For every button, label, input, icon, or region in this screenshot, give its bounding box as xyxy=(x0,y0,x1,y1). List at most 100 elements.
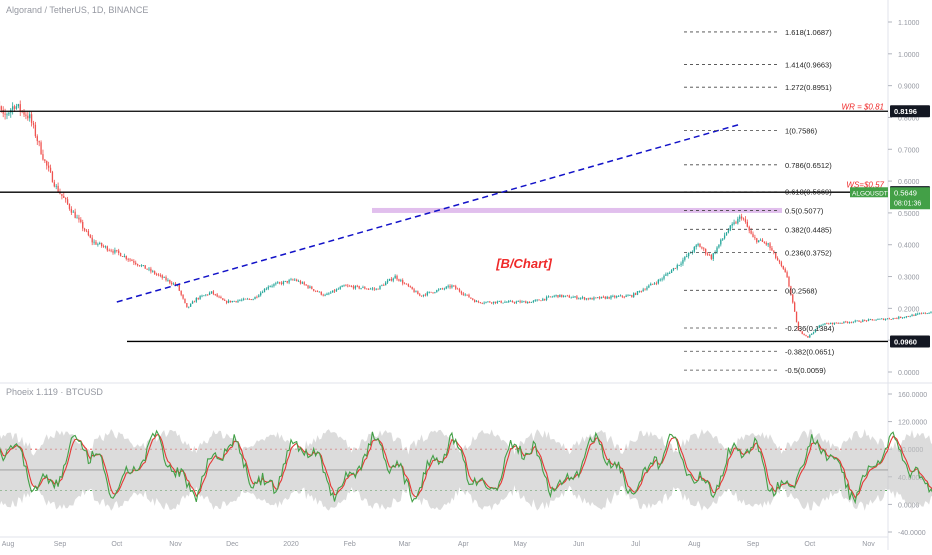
candle-body xyxy=(196,298,197,302)
candle-body xyxy=(682,260,683,264)
candle-body xyxy=(874,320,875,321)
candle xyxy=(251,299,252,300)
candle-body xyxy=(892,318,893,319)
candle-body xyxy=(44,160,45,161)
candle-body xyxy=(304,282,305,284)
candle-body xyxy=(163,277,164,278)
candle-body xyxy=(898,317,899,319)
candle-body xyxy=(559,295,560,297)
candle-body xyxy=(709,255,710,256)
candle-body xyxy=(381,285,382,286)
time-axis-label: 2020 xyxy=(283,541,299,548)
current-price-countdown: 08:01:36 xyxy=(894,200,921,207)
time-axis-label: Oct xyxy=(804,541,815,548)
candle-body xyxy=(923,313,924,314)
candle-body xyxy=(360,288,361,289)
candle-body xyxy=(870,319,871,320)
candle-body xyxy=(423,295,424,296)
time-axis-label: Apr xyxy=(458,541,470,548)
candle xyxy=(430,292,431,293)
candle-body xyxy=(296,280,297,281)
time-axis-label: May xyxy=(513,541,527,548)
candle-body xyxy=(404,283,405,284)
candle-body xyxy=(766,243,767,245)
candle-body xyxy=(565,296,566,297)
candle-body xyxy=(432,292,433,293)
candle-body xyxy=(402,280,403,283)
candle-body xyxy=(287,281,288,283)
candle-body xyxy=(199,296,200,299)
candle-body xyxy=(247,299,248,300)
price-tick-label: 0.5000 xyxy=(898,211,920,218)
fib-level-label: 0.5(0.5077) xyxy=(785,206,824,215)
candle-body xyxy=(190,304,191,307)
osc-tick-label: 160.0000 xyxy=(898,392,927,399)
candle-body xyxy=(39,141,40,142)
candle xyxy=(40,140,41,154)
candle-body xyxy=(841,323,842,324)
time-axis-label: Sep xyxy=(54,541,67,548)
candle-body xyxy=(648,285,649,287)
candle-body xyxy=(254,297,255,299)
candle-body xyxy=(321,292,322,295)
candle-body xyxy=(552,297,553,298)
candle-body xyxy=(258,295,259,297)
candle-body xyxy=(181,291,182,295)
candle-body xyxy=(383,285,384,286)
candle-body xyxy=(71,209,72,213)
candle-body xyxy=(785,269,786,272)
candle-body xyxy=(305,284,306,285)
candle-body xyxy=(855,321,856,322)
candle-body xyxy=(328,293,329,294)
candle-body xyxy=(616,296,617,297)
candle-body xyxy=(340,287,341,289)
candle-body xyxy=(864,320,865,321)
candle xyxy=(186,303,187,308)
price-tick-label: 0.4000 xyxy=(898,243,920,250)
candle-body xyxy=(618,296,619,297)
candle-body xyxy=(811,334,812,335)
candle-body xyxy=(294,280,295,281)
candle-body xyxy=(398,279,399,281)
candle-body xyxy=(574,296,575,297)
candle-body xyxy=(97,244,98,245)
candle-body xyxy=(631,295,632,297)
time-axis-label: Aug xyxy=(2,541,15,548)
candle-body xyxy=(483,303,484,304)
candle-body xyxy=(415,291,416,292)
candle-body xyxy=(309,287,310,288)
candle-body xyxy=(688,253,689,256)
candle-body xyxy=(235,301,236,302)
candle-body xyxy=(538,300,539,301)
candle-body xyxy=(879,319,880,320)
candle-body xyxy=(243,299,244,300)
candle-body xyxy=(188,307,189,308)
candle-body xyxy=(145,265,146,269)
candle-body xyxy=(150,269,151,272)
candle-body xyxy=(203,295,204,296)
candle-body xyxy=(917,314,918,315)
price-tick-label: 0.2000 xyxy=(898,306,920,313)
candle-body xyxy=(885,319,886,320)
candle-body xyxy=(167,280,168,281)
candle-body xyxy=(875,320,876,321)
candle-body xyxy=(546,297,547,300)
candle-body xyxy=(29,114,30,118)
candle xyxy=(652,284,653,285)
price-tick-label: 0.0000 xyxy=(898,370,920,377)
candle-body xyxy=(313,289,314,291)
candle-body xyxy=(913,315,914,316)
candle-body xyxy=(412,287,413,289)
candle-body xyxy=(752,234,753,237)
fib-level-label: -0.236(0.1384) xyxy=(785,324,835,333)
candle-body xyxy=(290,279,291,280)
fib-level-label: 0.618(0.5669) xyxy=(785,188,832,197)
candle-body xyxy=(374,289,375,290)
candle-body xyxy=(521,301,522,302)
candle-body xyxy=(764,242,765,243)
candle xyxy=(412,287,413,290)
candle-body xyxy=(529,302,530,303)
candle-body xyxy=(264,289,265,292)
